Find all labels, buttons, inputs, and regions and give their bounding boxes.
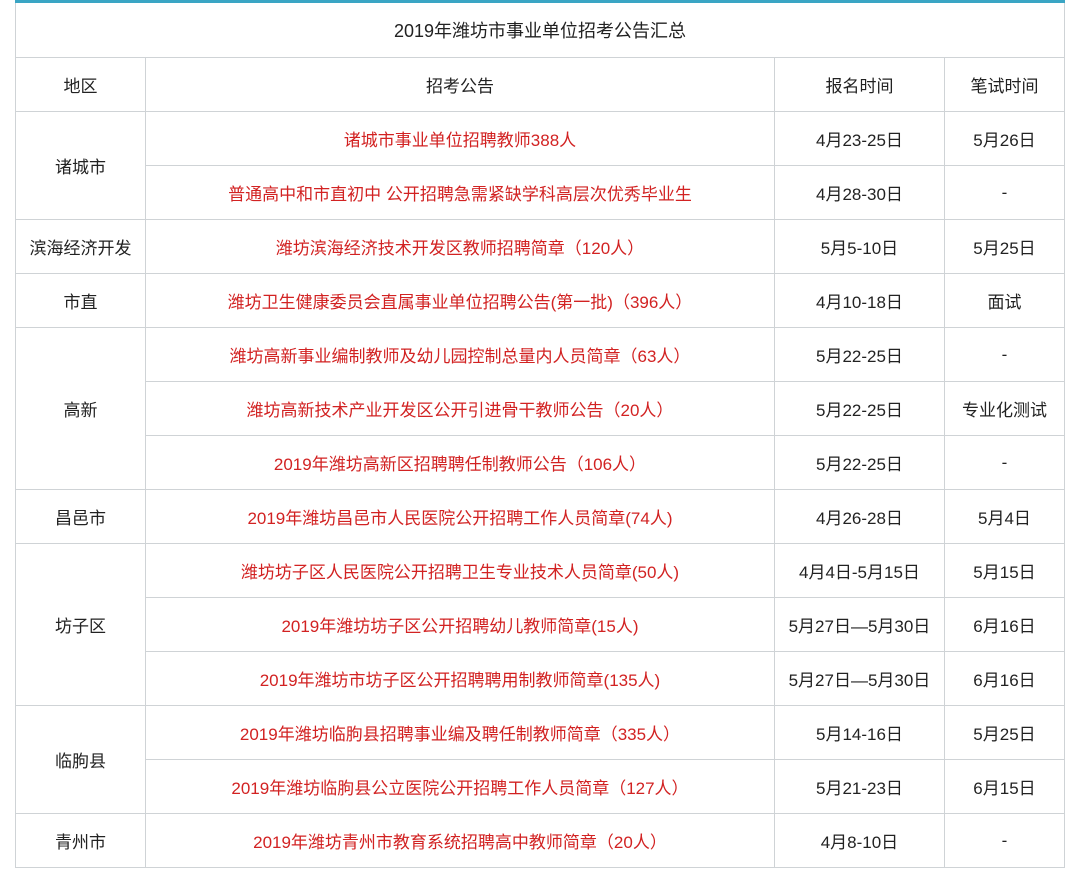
header-apply: 报名时间 [774,58,944,112]
header-region: 地区 [16,58,146,112]
region-cell: 坊子区 [16,544,146,706]
apply-time-cell: 5月22-25日 [774,328,944,382]
apply-time-cell: 5月22-25日 [774,436,944,490]
notice-link[interactable]: 潍坊卫生健康委员会直属事业单位招聘公告(第一批)（396人） [228,293,693,312]
table-row: 2019年潍坊市坊子区公开招聘聘用制教师简章(135人) 5月27日—5月30日6… [16,652,1065,706]
exam-time-cell: 专业化测试 [944,382,1064,436]
table-row: 滨海经济开发 潍坊滨海经济技术开发区教师招聘简章（120人） 5月5-10日5月25… [16,220,1065,274]
notice-link[interactable]: 普通高中和市直初中 公开招聘急需紧缺学科高层次优秀毕业生 [228,185,692,204]
region-cell: 临朐县 [16,706,146,814]
notice-cell: 2019年潍坊高新区招聘聘任制教师公告（106人） [146,436,775,490]
exam-time-cell: - [944,436,1064,490]
table-row: 潍坊高新技术产业开发区公开引进骨干教师公告（20人） 5月22-25日专业化测试 [16,382,1065,436]
table-row: 高新潍坊高新事业编制教师及幼儿园控制总量内人员简章（63人）5月22-25日- [16,328,1065,382]
region-cell: 滨海经济开发 [16,220,146,274]
notice-cell: 潍坊滨海经济技术开发区教师招聘简章（120人） [146,220,775,274]
notice-cell: 潍坊卫生健康委员会直属事业单位招聘公告(第一批)（396人） [146,274,775,328]
apply-time-cell: 5月27日—5月30日 [774,652,944,706]
table-row: 2019年潍坊坊子区公开招聘幼儿教师简章(15人) 5月27日—5月30日6月16… [16,598,1065,652]
table-row: 2019年潍坊临朐县公立医院公开招聘工作人员简章（127人） 5月21-23日6月… [16,760,1065,814]
exam-time-cell: 面试 [944,274,1064,328]
title-row: 2019年潍坊市事业单位招考公告汇总 [16,2,1065,58]
exam-time-cell: 6月16日 [944,652,1064,706]
notice-cell: 2019年潍坊市坊子区公开招聘聘用制教师简章(135人) [146,652,775,706]
apply-time-cell: 5月21-23日 [774,760,944,814]
notice-cell: 2019年潍坊坊子区公开招聘幼儿教师简章(15人) [146,598,775,652]
notice-cell: 潍坊高新事业编制教师及幼儿园控制总量内人员简章（63人） [146,328,775,382]
exam-time-cell: 5月25日 [944,220,1064,274]
apply-time-cell: 4月10-18日 [774,274,944,328]
notice-link[interactable]: 2019年潍坊坊子区公开招聘幼儿教师简章(15人) [281,617,638,636]
notice-cell: 潍坊高新技术产业开发区公开引进骨干教师公告（20人） [146,382,775,436]
notice-cell: 2019年潍坊临朐县公立医院公开招聘工作人员简章（127人） [146,760,775,814]
exam-time-cell: - [944,814,1064,868]
apply-time-cell: 4月4日-5月15日 [774,544,944,598]
notice-link[interactable]: 2019年潍坊临朐县公立医院公开招聘工作人员简章（127人） [231,779,688,798]
notice-link[interactable]: 潍坊高新技术产业开发区公开引进骨干教师公告（20人） [247,401,674,420]
region-cell: 昌邑市 [16,490,146,544]
table-title: 2019年潍坊市事业单位招考公告汇总 [16,2,1065,58]
apply-time-cell: 4月23-25日 [774,112,944,166]
table-row: 2019年潍坊高新区招聘聘任制教师公告（106人） 5月22-25日- [16,436,1065,490]
notice-cell: 2019年潍坊昌邑市人民医院公开招聘工作人员简章(74人) [146,490,775,544]
notice-link[interactable]: 2019年潍坊青州市教育系统招聘高中教师简章（20人） [253,833,667,852]
apply-time-cell: 4月26-28日 [774,490,944,544]
region-cell: 诸城市 [16,112,146,220]
table-row: 普通高中和市直初中 公开招聘急需紧缺学科高层次优秀毕业生 4月28-30日- [16,166,1065,220]
table-row: 市直 潍坊卫生健康委员会直属事业单位招聘公告(第一批)（396人） 4月10-18日… [16,274,1065,328]
header-row: 地区招考公告报名时间笔试时间 [16,58,1065,112]
apply-time-cell: 4月8-10日 [774,814,944,868]
notice-cell: 普通高中和市直初中 公开招聘急需紧缺学科高层次优秀毕业生 [146,166,775,220]
notice-link[interactable]: 潍坊滨海经济技术开发区教师招聘简章（120人） [276,239,644,258]
notice-link[interactable]: 2019年潍坊昌邑市人民医院公开招聘工作人员简章(74人) [247,509,672,528]
notice-link[interactable]: 2019年潍坊高新区招聘聘任制教师公告（106人） [274,455,646,474]
notice-link[interactable]: 潍坊坊子区人民医院公开招聘卫生专业技术人员简章(50人) [241,563,679,582]
table-row: 青州市 2019年潍坊青州市教育系统招聘高中教师简章（20人） 4月8-10日- [16,814,1065,868]
exam-time-cell: 5月4日 [944,490,1064,544]
recruitment-table: 2019年潍坊市事业单位招考公告汇总地区招考公告报名时间笔试时间诸城市诸城市事业… [15,0,1065,868]
apply-time-cell: 5月27日—5月30日 [774,598,944,652]
exam-time-cell: - [944,328,1064,382]
exam-time-cell: 5月25日 [944,706,1064,760]
region-cell: 高新 [16,328,146,490]
notice-cell: 2019年潍坊青州市教育系统招聘高中教师简章（20人） [146,814,775,868]
exam-time-cell: 6月15日 [944,760,1064,814]
apply-time-cell: 5月14-16日 [774,706,944,760]
table-row: 诸城市诸城市事业单位招聘教师388人4月23-25日5月26日 [16,112,1065,166]
notice-link[interactable]: 潍坊高新事业编制教师及幼儿园控制总量内人员简章（63人） [230,347,691,366]
header-notice: 招考公告 [146,58,775,112]
notice-cell: 潍坊坊子区人民医院公开招聘卫生专业技术人员简章(50人) [146,544,775,598]
exam-time-cell: 5月26日 [944,112,1064,166]
apply-time-cell: 5月22-25日 [774,382,944,436]
notice-link[interactable]: 2019年潍坊市坊子区公开招聘聘用制教师简章(135人) [260,671,661,690]
apply-time-cell: 4月28-30日 [774,166,944,220]
notice-cell: 2019年潍坊临朐县招聘事业编及聘任制教师简章（335人） [146,706,775,760]
header-exam: 笔试时间 [944,58,1064,112]
region-cell: 青州市 [16,814,146,868]
notice-link[interactable]: 2019年潍坊临朐县招聘事业编及聘任制教师简章（335人） [240,725,680,744]
table-row: 昌邑市 2019年潍坊昌邑市人民医院公开招聘工作人员简章(74人) 4月26-28日… [16,490,1065,544]
exam-time-cell: 6月16日 [944,598,1064,652]
region-cell: 市直 [16,274,146,328]
apply-time-cell: 5月5-10日 [774,220,944,274]
notice-link[interactable]: 诸城市事业单位招聘教师388人 [344,131,576,150]
exam-time-cell: - [944,166,1064,220]
table-row: 临朐县2019年潍坊临朐县招聘事业编及聘任制教师简章（335人）5月14-16日… [16,706,1065,760]
notice-cell: 诸城市事业单位招聘教师388人 [146,112,775,166]
table-row: 坊子区潍坊坊子区人民医院公开招聘卫生专业技术人员简章(50人)4月4日-5月15… [16,544,1065,598]
exam-time-cell: 5月15日 [944,544,1064,598]
